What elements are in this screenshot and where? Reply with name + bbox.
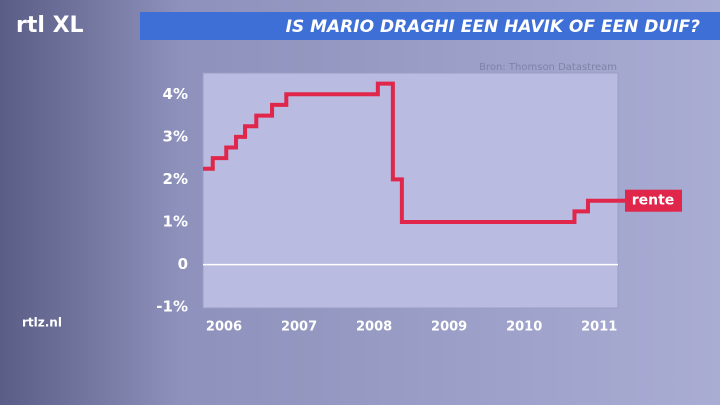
line: [203, 81, 618, 225]
y-tick-label: 4%: [163, 85, 188, 103]
source: Bron: Thomson Datastream: [479, 62, 617, 73]
x-tick-label: 2009: [431, 320, 467, 335]
x-tick-label: 2010: [506, 320, 542, 335]
y-tick-label: -1%: [156, 298, 188, 316]
y-tick-label: 2%: [163, 170, 188, 188]
x-tick-label: 2007: [281, 320, 317, 335]
chart-title: IS MARIO DRAGHI EEN HAVIK OF EEN DUIF?: [286, 17, 701, 37]
y-tick-label: 3%: [163, 127, 188, 145]
plot-area: [202, 72, 619, 309]
legend-box: [625, 189, 682, 212]
y-tick-label: 0: [178, 255, 188, 273]
logo: rtl XL: [16, 13, 84, 38]
website: rtlz.nl: [22, 316, 62, 330]
x-tick-label: 2011: [581, 320, 617, 335]
legend-label: rente: [632, 193, 675, 209]
title-bar: [140, 12, 720, 40]
x-tick-label: 2006: [206, 320, 242, 335]
x-tick-label: 2008: [356, 320, 392, 335]
y-tick-label: 1%: [163, 213, 188, 231]
